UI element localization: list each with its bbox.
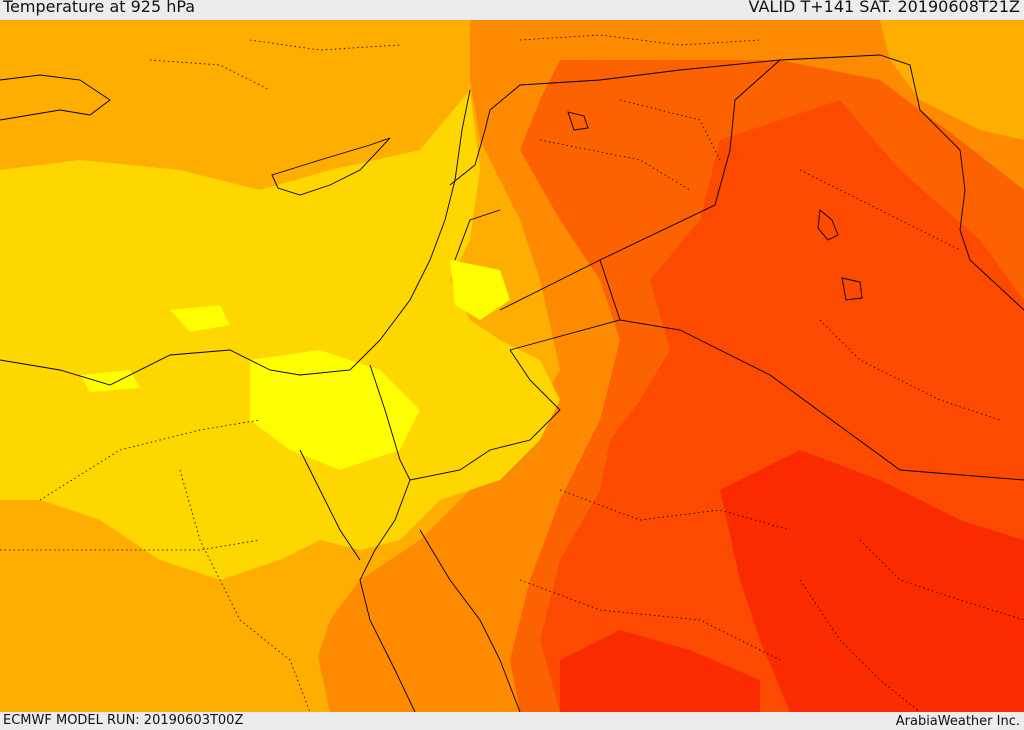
map-header: Temperature at 925 hPa VALID T+141 SAT. … xyxy=(0,0,1024,20)
amber-patch-ne xyxy=(880,20,1024,140)
map-title: Temperature at 925 hPa xyxy=(3,0,196,16)
light-yellow-patch-3 xyxy=(170,305,230,332)
map-footer: ECMWF MODEL RUN: 20190603T00Z ArabiaWeat… xyxy=(0,712,1024,729)
model-run-label: ECMWF MODEL RUN: 20190603T00Z xyxy=(3,713,244,728)
amber-patch-nw xyxy=(0,20,470,130)
red-zone xyxy=(720,450,1024,712)
borders xyxy=(369,54,1024,481)
lakes xyxy=(567,111,863,301)
yellow-zone xyxy=(0,90,560,580)
temperature-map xyxy=(0,20,1024,712)
light-yellow-patch-4 xyxy=(80,370,140,392)
coastlines xyxy=(0,74,521,712)
light-yellow-patch-2 xyxy=(450,260,510,320)
valid-time: VALID T+141 SAT. 20190608T21Z xyxy=(748,0,1020,16)
admin-boundaries xyxy=(0,34,1024,712)
credit-label: ArabiaWeather Inc. xyxy=(895,714,1020,729)
red-zone-2 xyxy=(560,630,760,712)
amber-patch-sw xyxy=(0,540,330,712)
light-yellow-patch-1 xyxy=(250,350,420,470)
